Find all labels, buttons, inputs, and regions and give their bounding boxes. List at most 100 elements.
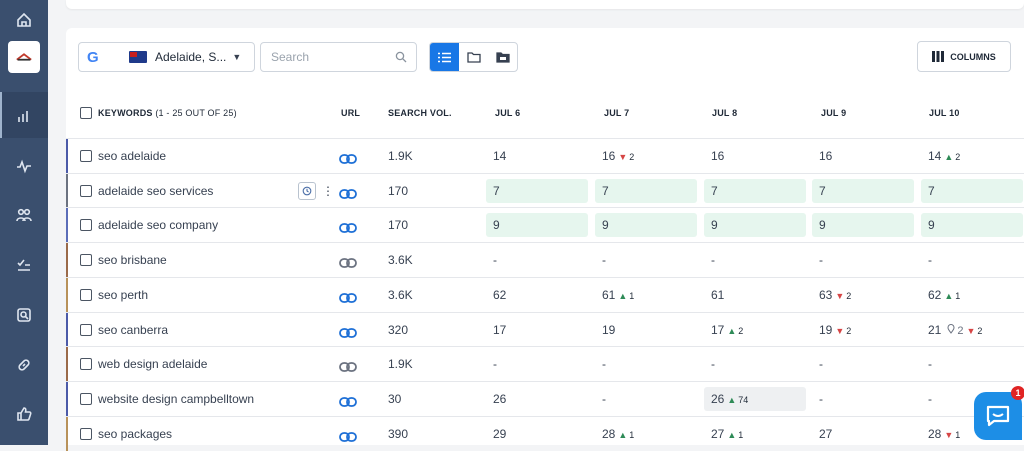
row-checkbox[interactable] xyxy=(80,219,92,232)
url-link-icon[interactable] xyxy=(339,186,357,204)
rank-cell[interactable]: - xyxy=(921,352,1023,376)
url-header[interactable]: URL xyxy=(341,108,361,118)
chat-button[interactable] xyxy=(974,392,1022,440)
row-checkbox[interactable] xyxy=(80,184,92,197)
table-row[interactable]: adelaide seo company 170 9 9 9 9 9 xyxy=(66,207,1024,243)
url-link-icon[interactable] xyxy=(339,255,357,273)
columns-button[interactable]: COLUMNS xyxy=(917,41,1011,72)
rank-cell[interactable]: 21 2 ▼ 2 xyxy=(921,318,1023,342)
home-icon[interactable] xyxy=(0,0,48,40)
rank-cell[interactable]: - xyxy=(486,248,588,272)
rank-cell[interactable]: 7 xyxy=(595,178,697,203)
search-icon[interactable] xyxy=(395,51,407,63)
rank-cell[interactable]: 29 xyxy=(486,422,588,446)
date-header-jul-6[interactable]: JUL 6 xyxy=(495,108,521,118)
rank-cell[interactable]: - xyxy=(921,248,1023,272)
tasks-check-icon[interactable] xyxy=(0,245,48,285)
rank-cell[interactable]: 62 xyxy=(486,283,588,307)
rank-cell[interactable]: 9 xyxy=(812,213,914,238)
rank-cell[interactable]: - xyxy=(595,248,697,272)
rank-cell[interactable]: - xyxy=(704,352,806,376)
keyword-text[interactable]: seo perth xyxy=(98,287,149,302)
table-row[interactable]: seo packages 390 29 28 ▲ 1 27 ▲ 1 27 28 ▼ 1 xyxy=(66,415,1024,451)
rank-cell[interactable]: 17 ▲ 2 xyxy=(704,318,806,342)
search-volume-header[interactable]: SEARCH VOL. xyxy=(388,108,452,118)
table-row[interactable]: seo canberra 320 17 19 17 ▲ 2 19 ▼ 2 21 2 ▼ 2 xyxy=(66,311,1024,347)
rank-cell[interactable]: 16 xyxy=(812,144,914,168)
more-options-icon[interactable]: ⋮ xyxy=(322,183,334,198)
row-checkbox[interactable] xyxy=(80,427,92,440)
rank-cell[interactable]: 9 xyxy=(704,213,806,238)
keyword-text[interactable]: seo adelaide xyxy=(98,149,167,163)
table-row[interactable]: web design adelaide 1.9K - - - - - xyxy=(66,346,1024,382)
company-logo[interactable] xyxy=(8,41,40,73)
link-icon[interactable] xyxy=(0,345,48,385)
url-link-icon[interactable] xyxy=(339,359,357,377)
rank-cell[interactable]: - xyxy=(704,248,806,272)
rank-cell[interactable]: 7 xyxy=(486,178,588,203)
row-checkbox[interactable] xyxy=(80,288,92,301)
rank-cell[interactable]: - xyxy=(595,387,697,411)
select-all-checkbox[interactable] xyxy=(80,107,92,119)
keyword-text[interactable]: seo packages xyxy=(98,426,173,441)
row-checkbox[interactable] xyxy=(80,392,92,405)
rank-cell[interactable]: 28 ▼ 1 xyxy=(921,422,1023,446)
keyword-text[interactable]: web design adelaide xyxy=(98,357,208,372)
url-link-icon[interactable] xyxy=(339,290,357,308)
table-row[interactable]: seo adelaide 1.9K 14 16 ▼ 2 16 16 14 ▲ 2 xyxy=(66,138,1024,173)
history-icon[interactable] xyxy=(298,181,316,200)
keyword-text[interactable]: website design campbelltown xyxy=(98,391,255,406)
audit-search-icon[interactable] xyxy=(0,295,48,335)
activity-icon[interactable] xyxy=(0,146,48,186)
rank-cell[interactable]: 27 ▲ 1 xyxy=(704,422,806,446)
rank-cell[interactable]: - xyxy=(595,352,697,376)
url-link-icon[interactable] xyxy=(339,151,357,169)
date-header-jul-9[interactable]: JUL 9 xyxy=(821,108,847,118)
location-select[interactable]: G Adelaide, S... ▼ xyxy=(78,42,255,72)
rank-cell[interactable]: - xyxy=(812,352,914,376)
folder-view-button[interactable] xyxy=(459,43,488,71)
row-checkbox[interactable] xyxy=(80,358,92,371)
table-row[interactable]: seo perth 3.6K 62 61 ▲ 1 61 63 ▼ 2 62 ▲ 1 xyxy=(66,276,1024,312)
keyword-text[interactable]: adelaide seo services xyxy=(98,183,214,198)
url-link-icon[interactable] xyxy=(339,394,357,412)
rank-cell[interactable]: 62 ▲ 1 xyxy=(921,283,1023,307)
rank-cell[interactable]: 26 xyxy=(486,387,588,411)
rank-cell[interactable]: 16 ▼ 2 xyxy=(595,144,697,168)
url-link-icon[interactable] xyxy=(339,220,357,238)
rank-cell[interactable]: 7 xyxy=(704,178,806,203)
rank-cell[interactable]: 27 xyxy=(812,422,914,446)
rank-cell[interactable]: 14 xyxy=(486,144,588,168)
rank-cell[interactable]: 16 xyxy=(704,144,806,168)
search-input[interactable] xyxy=(261,43,381,71)
row-checkbox[interactable] xyxy=(80,323,92,336)
users-icon[interactable] xyxy=(0,195,48,235)
row-checkbox[interactable] xyxy=(80,254,92,267)
keywords-header[interactable]: KEYWORDS (1 - 25 OUT OF 25) xyxy=(98,108,237,118)
rank-cell[interactable]: 61 ▲ 1 xyxy=(595,283,697,307)
keyword-text[interactable]: adelaide seo company xyxy=(98,218,219,233)
rank-cell[interactable]: 26 ▲ 74 xyxy=(704,386,806,411)
rank-cell[interactable]: - xyxy=(921,387,1023,411)
list-view-button[interactable] xyxy=(430,43,459,71)
date-header-jul-10[interactable]: JUL 10 xyxy=(929,108,960,118)
table-row[interactable]: website design campbelltown 30 26-26 ▲ 74- - xyxy=(66,380,1024,416)
rank-cell[interactable]: 7 xyxy=(812,178,914,203)
url-link-icon[interactable] xyxy=(339,325,357,343)
rank-cell[interactable]: 9 xyxy=(921,213,1023,238)
rank-cell[interactable]: 9 xyxy=(595,213,697,238)
table-row[interactable]: adelaide seo services ⋮ 170 7 7 7 7 7 xyxy=(66,172,1024,208)
tag-view-button[interactable] xyxy=(488,43,517,71)
rank-cell[interactable]: 63 ▼ 2 xyxy=(812,283,914,307)
rank-cell[interactable]: - xyxy=(812,387,914,411)
table-row[interactable]: seo brisbane 3.6K - - - - - xyxy=(66,242,1024,278)
rank-cell[interactable]: 17 xyxy=(486,318,588,342)
rankings-chart-icon[interactable] xyxy=(0,96,48,136)
url-link-icon[interactable] xyxy=(339,429,357,447)
rank-cell[interactable]: 19 ▼ 2 xyxy=(812,318,914,342)
keyword-text[interactable]: seo canberra xyxy=(98,322,169,337)
keyword-text[interactable]: seo brisbane xyxy=(98,253,167,268)
date-header-jul-8[interactable]: JUL 8 xyxy=(712,108,738,118)
rank-cell[interactable]: - xyxy=(812,248,914,272)
rank-cell[interactable]: 14 ▲ 2 xyxy=(921,144,1023,168)
